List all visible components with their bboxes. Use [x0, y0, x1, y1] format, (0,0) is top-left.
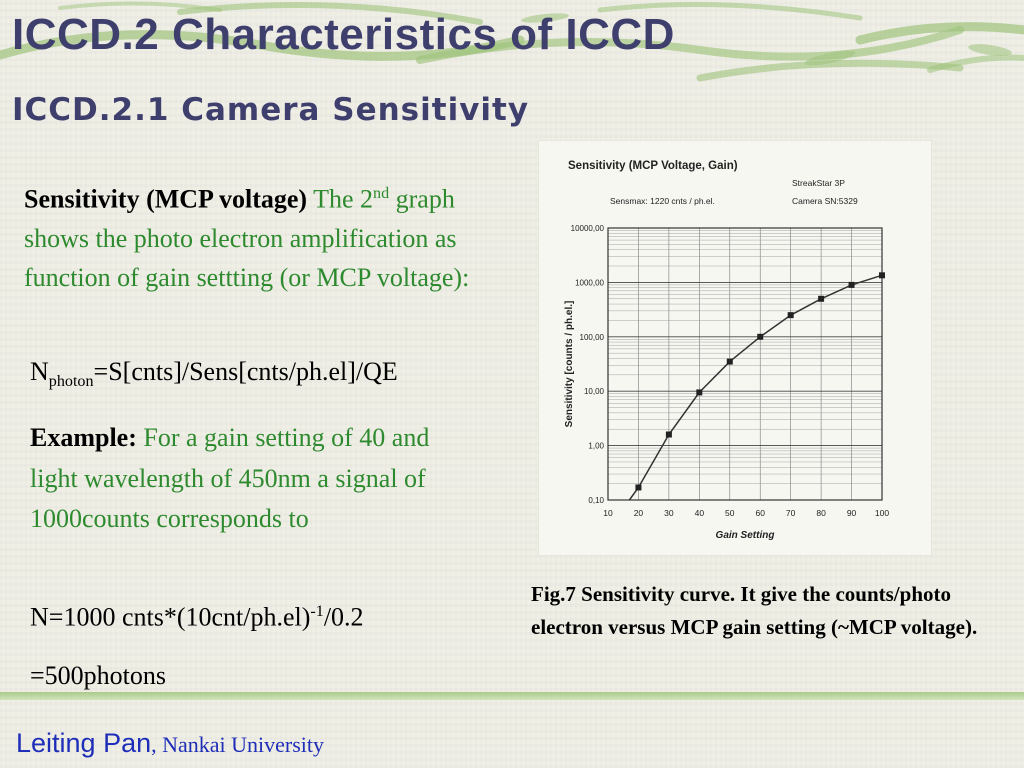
- sensitivity-heading: Sensitivity (MCP voltage): [24, 184, 308, 214]
- y-axis-label: Sensitivity [counts / ph.el.]: [564, 301, 575, 428]
- plot-frame: [607, 227, 883, 501]
- x-axis-label: Gain Setting: [716, 530, 775, 541]
- x-tick-label-30: 30: [664, 508, 674, 518]
- slide-title: ICCD.2 Characteristics of ICCD: [12, 10, 675, 59]
- figure-caption: Fig.7 Sensitivity curve. It give the cou…: [531, 582, 978, 639]
- photon-formula: Nphoton=S[cnts]/Sens[cnts/ph.el]/QE: [30, 352, 530, 401]
- figure-background: [538, 140, 932, 556]
- example-paragraph: Example: For a gain setting of 40 and li…: [30, 418, 470, 540]
- chart-annotation-model: StreakStar 3P: [792, 178, 845, 188]
- chart-ticks: 10 20 30 40 50 60 70 80 90 100 0,10 1,00 10,00 100,00…: [571, 224, 890, 518]
- chart-annotation-sensmax: Sensmax: 1220 cnts / ph.el.: [610, 196, 715, 206]
- x-tick-label-70: 70: [786, 508, 796, 518]
- chart-points: [635, 272, 885, 491]
- x-tick-label-100: 100: [875, 508, 889, 518]
- calculation-formula: N=1000 cnts*(10cnt/ph.el)-1/0.2: [30, 592, 510, 637]
- example-heading: Example:: [30, 423, 137, 452]
- data-point-20: [635, 484, 642, 491]
- data-point-50: [726, 358, 733, 365]
- x-tick-label-40: 40: [695, 508, 705, 518]
- y-tick-label-4: 1000,00: [575, 278, 604, 287]
- chart-annotation-serial: Camera SN:5329: [792, 196, 858, 206]
- x-tick-label-60: 60: [755, 508, 765, 518]
- x-tick-label-20: 20: [634, 508, 644, 518]
- author-institution: Nankai University: [156, 732, 325, 757]
- x-tick-label-50: 50: [725, 508, 735, 518]
- author-name: Leiting Pan: [16, 728, 152, 758]
- example-text: For a gain setting of 40 and light wavel…: [30, 423, 430, 533]
- data-point-40: [696, 389, 703, 396]
- footer-separator: ,: [151, 732, 157, 757]
- formula-rest: =S[cnts]/Sens[cnts/ph.el]/QE: [93, 357, 398, 386]
- chart-title: Sensitivity (MCP Voltage, Gain): [568, 160, 738, 172]
- y-tick-label-1: 1,00: [588, 442, 604, 451]
- sensitivity-text-pre: The 2: [307, 184, 374, 214]
- y-tick-label-2: 10,00: [584, 387, 605, 396]
- sensitivity-paragraph: Sensitivity (MCP voltage) The 2nd graph …: [24, 174, 494, 297]
- data-point-100: [879, 272, 885, 279]
- slide-subtitle: ICCD.2.1 Camera Sensitivity: [12, 92, 530, 128]
- footer: Leiting Pan, Nankai University: [16, 728, 324, 759]
- calculation-result: =500photons: [30, 661, 167, 690]
- leaf-decoration: [0, 1, 1024, 82]
- data-point-30: [665, 431, 672, 438]
- data-point-80: [818, 295, 825, 302]
- sensitivity-text-post: graph shows the photo electron amplifica…: [24, 184, 470, 292]
- x-tick-label-80: 80: [816, 508, 826, 518]
- y-tick-label-3: 100,00: [580, 333, 605, 342]
- data-point-70: [787, 312, 794, 319]
- x-tick-label-90: 90: [847, 508, 857, 518]
- calc-superscript: -1: [310, 603, 324, 620]
- data-point-60: [757, 333, 764, 340]
- footer-divider: [0, 692, 1024, 700]
- formula-n: N: [30, 357, 49, 386]
- x-tick-label-10: 10: [603, 508, 613, 518]
- calc-post: /0.2: [323, 602, 364, 632]
- sensitivity-chart: 10 20 30 40 50 60 70 80 90 100 0,10 1,00 10,00 100,00…: [538, 140, 932, 556]
- ordinal-superscript: nd: [373, 185, 390, 202]
- calc-pre: N=1000 cnts*(10cnt/ph.el): [30, 602, 311, 632]
- formula-photon-subscript: photon: [48, 373, 94, 391]
- y-tick-label-0: 0,10: [588, 496, 604, 505]
- data-point-90: [848, 281, 855, 288]
- y-tick-label-5: 10000,00: [571, 224, 605, 233]
